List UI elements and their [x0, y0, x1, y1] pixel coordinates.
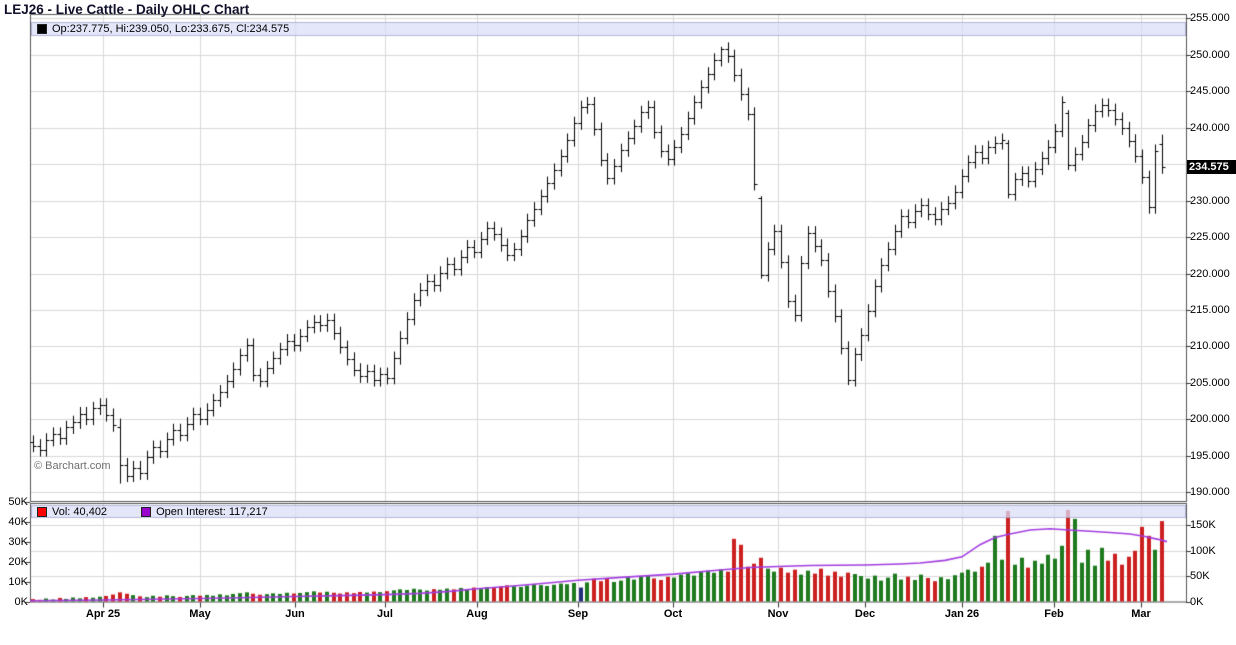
- month-axis-label: Jan 26: [944, 608, 980, 620]
- price-axis-label: 210.000: [1190, 340, 1230, 353]
- chart-title: LEJ26 - Live Cattle - Daily OHLC Chart: [4, 2, 250, 17]
- open-interest-legend-swatch: [141, 507, 152, 517]
- volume-axis-label-left: 30K: [8, 535, 28, 548]
- month-axis-label: Dec: [854, 608, 876, 620]
- month-axis-label: Aug: [466, 608, 488, 620]
- price-axis-label: 230.000: [1190, 194, 1230, 207]
- month-axis-label: Sep: [567, 608, 589, 620]
- volume-axis-label-right: 100K: [1190, 544, 1216, 557]
- volume-axis-label-left: 20K: [8, 555, 28, 568]
- month-axis-label: Oct: [663, 608, 683, 620]
- month-axis-label: Apr 25: [85, 608, 121, 620]
- volume-axis-label-left: 0K: [14, 595, 28, 608]
- volume-legend-text: Vol: 40,402: [52, 506, 108, 518]
- month-axis-label: Nov: [767, 608, 789, 620]
- price-axis-label: 255.000: [1190, 12, 1230, 25]
- price-axis-label: 250.000: [1190, 48, 1230, 61]
- price-axis-label: 240.000: [1190, 121, 1230, 134]
- volume-axis-label-left: 50K: [8, 496, 28, 508]
- open-interest-legend-text: Open Interest: 117,217: [156, 506, 268, 518]
- volume-axis-label-right: 150K: [1190, 519, 1216, 532]
- ohlc-legend: Op:237.775, Hi:239.050, Lo:233.675, Cl:2…: [37, 22, 289, 36]
- volume-axis-label-left: 40K: [8, 515, 28, 528]
- month-axis-label: Mar: [1131, 608, 1151, 620]
- price-axis-label: 245.000: [1190, 85, 1230, 98]
- volume-axis-label-right: 50K: [1190, 570, 1210, 583]
- ohlc-legend-swatch: [37, 24, 47, 34]
- volume-legend-swatch: [37, 507, 47, 517]
- price-axis-label: 200.000: [1190, 413, 1230, 426]
- price-axis-label: 220.000: [1190, 267, 1230, 280]
- month-axis-label: Jul: [377, 608, 393, 620]
- price-axis-label: 195.000: [1190, 449, 1230, 462]
- month-axis-label: Feb: [1044, 608, 1064, 620]
- volume-legend: Vol: 40,402 Open Interest: 117,217: [37, 505, 268, 519]
- volume-axis-label-left: 10K: [8, 575, 28, 588]
- month-axis-label: May: [189, 608, 211, 620]
- open-interest-legend: Open Interest: 117,217: [141, 506, 268, 518]
- month-axis-label: Jun: [285, 608, 305, 620]
- price-axis-label: 190.000: [1190, 486, 1230, 499]
- price-axis-label: 205.000: [1190, 376, 1230, 389]
- volume-axis-label-right: 0K: [1190, 595, 1204, 608]
- ohlc-legend-text: Op:237.775, Hi:239.050, Lo:233.675, Cl:2…: [52, 23, 290, 35]
- price-axis-label: 215.000: [1190, 303, 1230, 316]
- last-price-tag: 234.575: [1187, 160, 1236, 174]
- price-axis-label: 225.000: [1190, 231, 1230, 244]
- barchart-watermark: © Barchart.com: [34, 460, 111, 472]
